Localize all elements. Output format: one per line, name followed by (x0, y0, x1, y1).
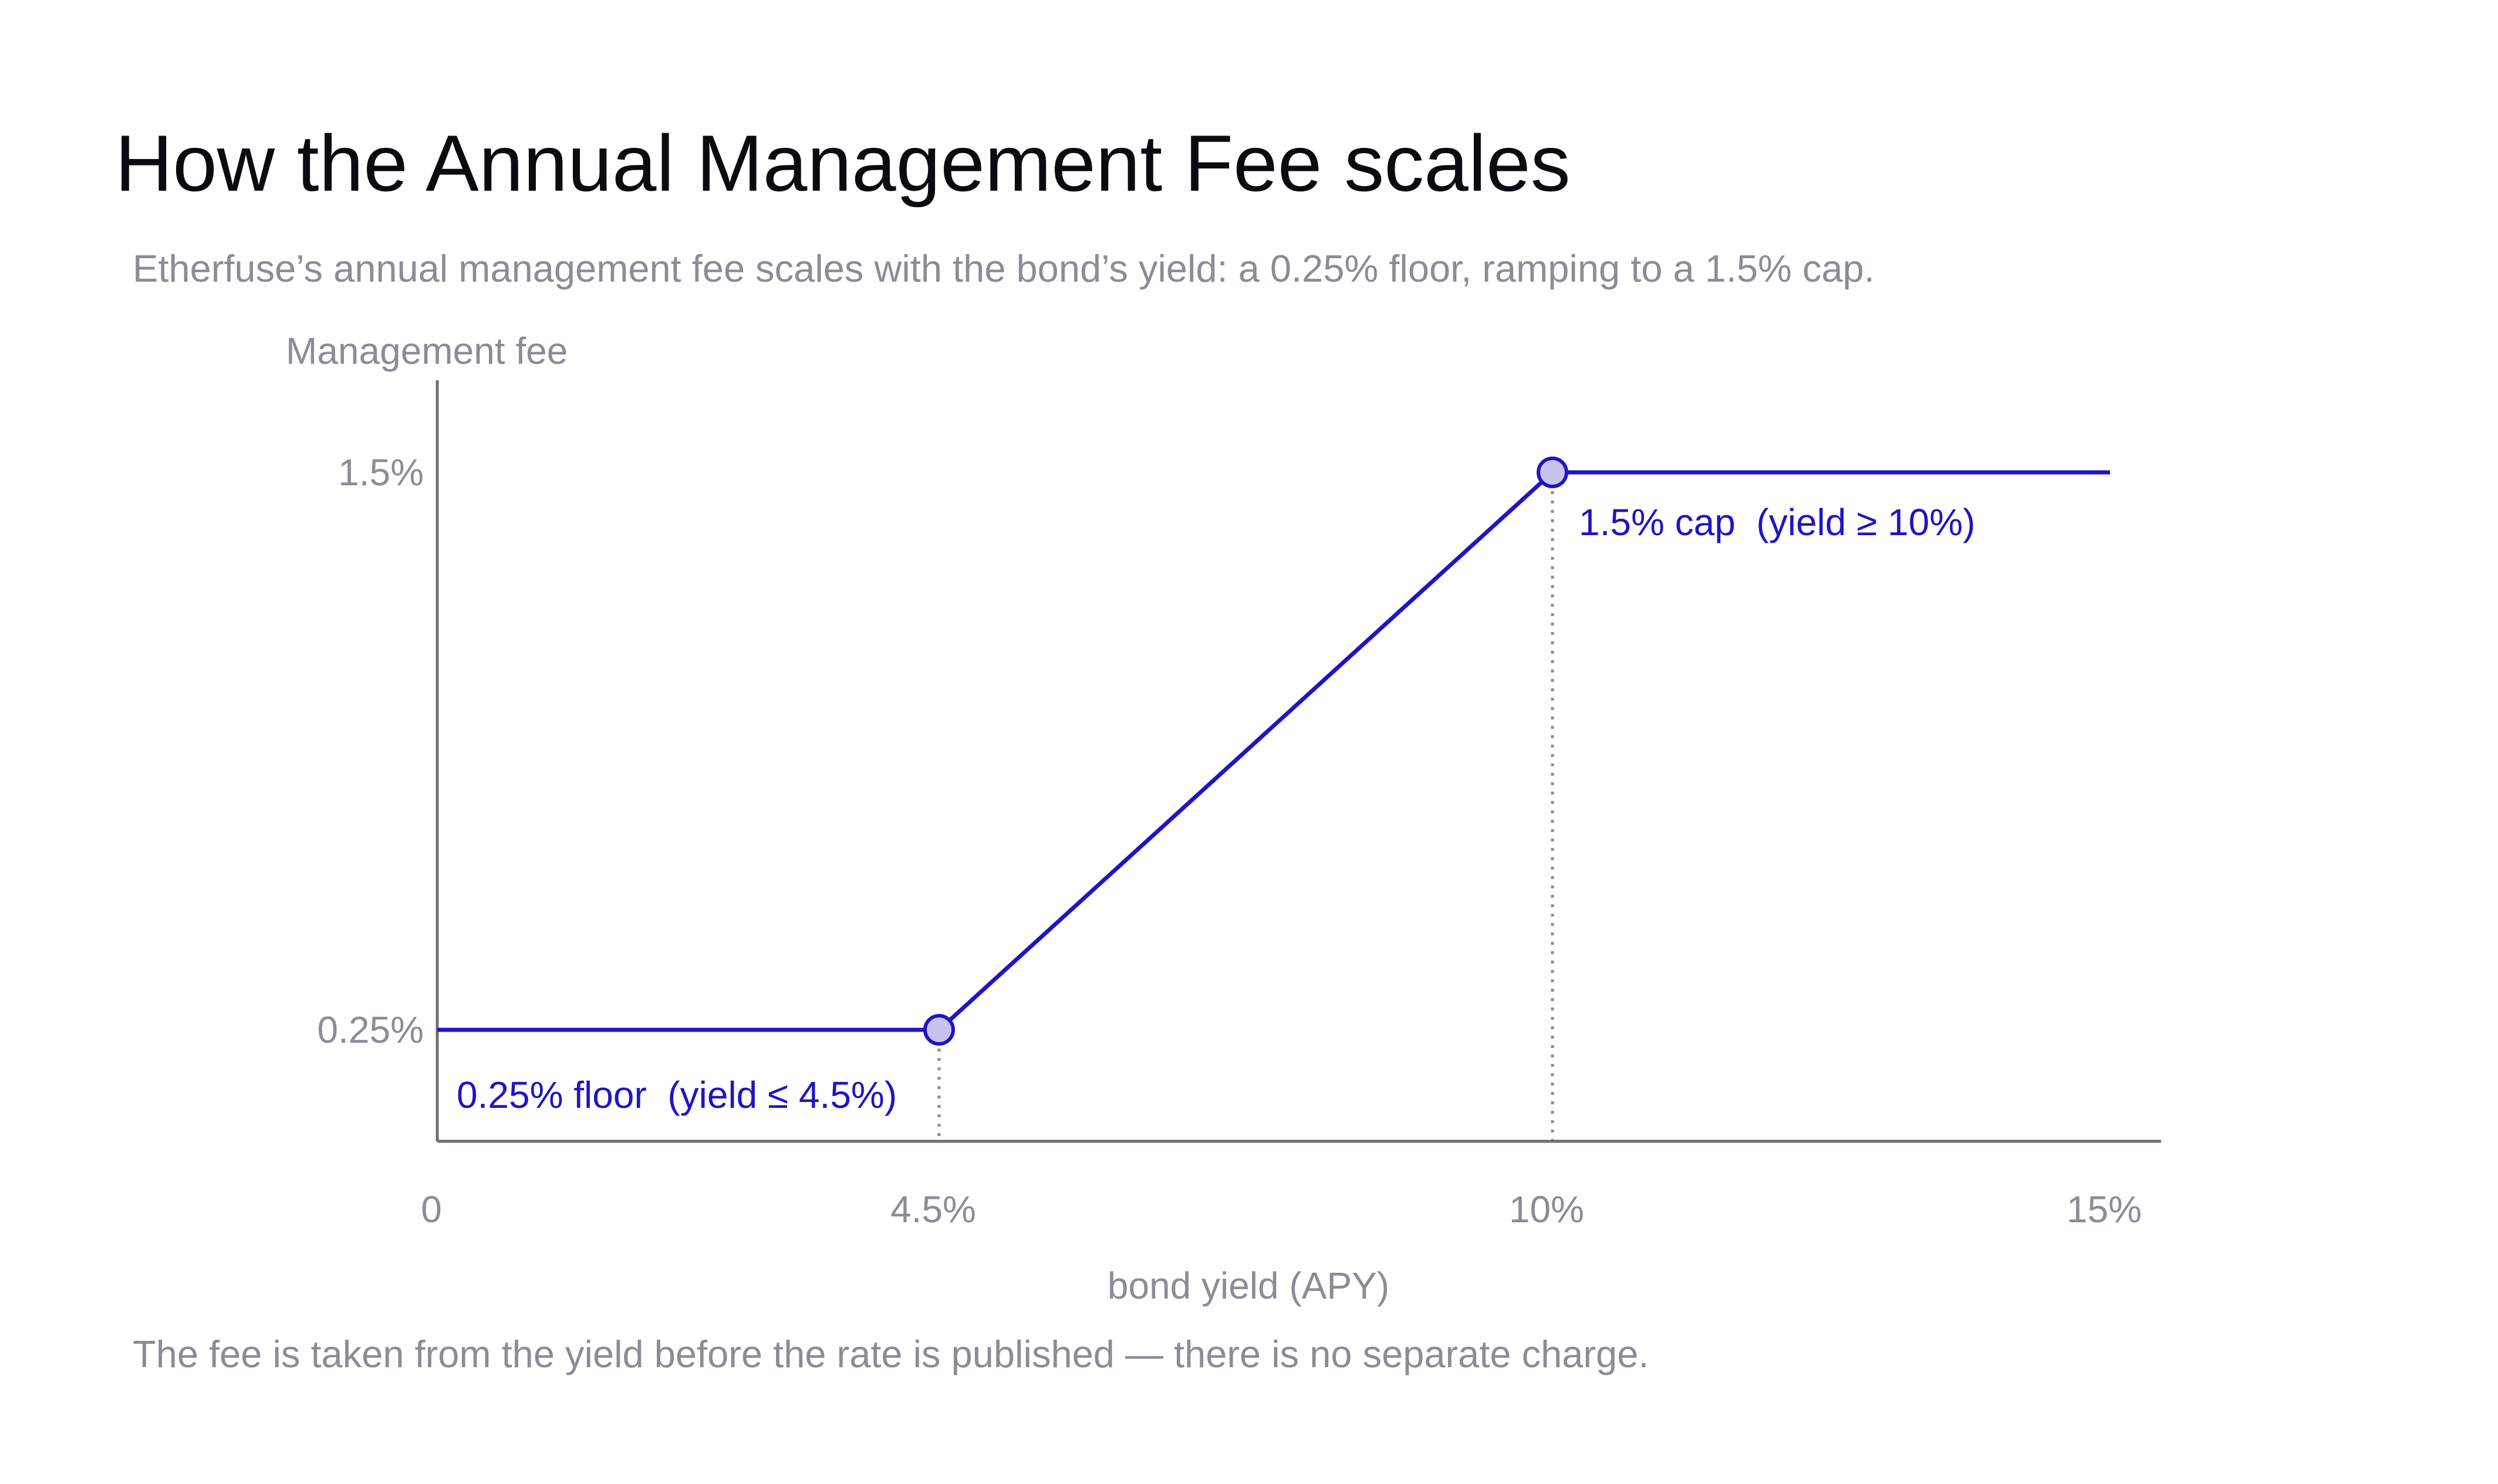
chart-footnote: The fee is taken from the yield before t… (133, 1333, 1649, 1375)
x-tick-label-1: 4.5% (890, 1188, 976, 1231)
data-point-marker-1 (1537, 457, 1568, 488)
chart-subtitle: Etherfuse’s annual management fee scales… (133, 247, 1875, 290)
y-tick-label-1: 1.5% (338, 451, 424, 493)
axes (436, 380, 2161, 1143)
y-axis-label: Management fee (286, 330, 568, 372)
annotations: 0.25% floor (yield ≤ 4.5%) 1.5% cap (yiel… (457, 501, 1975, 1116)
reference-lines (937, 472, 1554, 1141)
tick-labels: 0 4.5% 10% 15% 0.25% 1.5% (318, 451, 2142, 1231)
series-segment-0-1 (937, 471, 1554, 1032)
x-tick-label-3: 15% (2067, 1188, 2142, 1231)
labels: Management fee bond yield (APY) (286, 330, 1389, 1307)
x-tick-label-0: 0 (421, 1188, 442, 1231)
y-tick-label-0: 0.25% (318, 1009, 424, 1051)
annotation-label-0: 0.25% floor (yield ≤ 4.5%) (457, 1074, 897, 1116)
series-lines (437, 470, 2110, 1032)
chart-title: How the Annual Management Fee scales (115, 119, 1571, 208)
x-axis-label: bond yield (APY) (1108, 1265, 1389, 1307)
data-point-marker-0 (923, 1014, 955, 1046)
markers (923, 457, 1568, 1046)
annotation-label-1: 1.5% cap (yield ≥ 10%) (1579, 501, 1975, 543)
x-tick-label-2: 10% (1509, 1188, 1584, 1231)
